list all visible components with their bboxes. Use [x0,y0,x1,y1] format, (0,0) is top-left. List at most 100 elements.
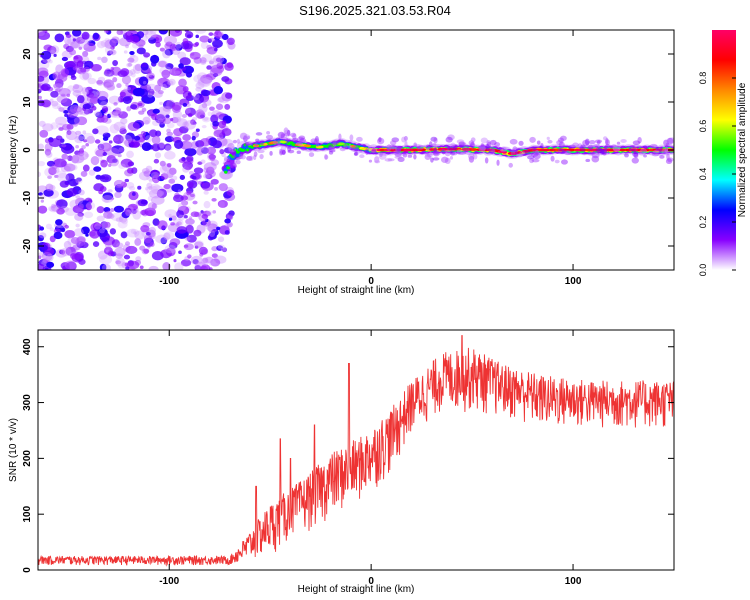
noise-dot [75,195,80,199]
noise-dot [75,130,82,136]
noise-dot [192,200,198,205]
noise-dot [220,247,227,252]
noise-dot [94,222,101,230]
noise-dot [93,111,100,116]
halo-dot [458,151,467,155]
halo-dot [585,158,591,163]
noise-dot [38,263,45,270]
noise-dot [201,54,213,63]
noise-dot [125,266,130,270]
noise-dot [61,143,67,148]
halo-dot [238,153,244,160]
noise-dot [77,68,87,75]
halo-dot [394,155,403,159]
noise-dot [112,76,118,83]
noise-dot [201,124,207,129]
noise-dot [130,104,138,110]
noise-dot [126,106,132,112]
halo-dot [432,149,440,157]
halo-dot [637,136,642,144]
noise-dot [214,186,218,191]
noise-dot [202,218,211,227]
halo-dot [560,135,567,141]
halo-dot [659,155,665,159]
snr-y-tick-label: 0 [22,567,33,573]
noise-dot [163,231,175,240]
noise-dot [184,107,197,117]
noise-dot [162,105,172,112]
halo-dot [515,153,523,158]
noise-dot [158,60,167,68]
noise-dot [58,88,71,97]
halo-dot [599,148,605,155]
noise-dot [71,155,80,164]
noise-dot [204,256,214,264]
noise-dot [99,100,108,109]
halo-dot [240,154,246,160]
noise-dot [45,253,54,262]
noise-dot [140,130,147,136]
noise-dot [93,166,102,172]
noise-dot [215,57,222,62]
noise-dot [125,245,138,254]
noise-dot [110,212,124,222]
noise-dot [115,257,125,267]
halo-dot [227,161,236,168]
spectrogram-y-tick-label: -20 [22,238,33,253]
noise-dot [215,112,225,119]
noise-dot [116,30,124,35]
halo-dot [332,140,337,148]
halo-dot [413,142,417,148]
halo-dot [279,149,286,155]
halo-dot [433,147,437,153]
noise-dot [182,134,192,142]
signal-blob [239,148,246,152]
noise-dot [63,163,76,172]
halo-dot [308,152,315,157]
noise-dot [78,46,83,50]
noise-dot [164,150,176,160]
noise-dot [173,194,184,203]
noise-dot [38,30,45,37]
halo-dot [444,149,451,157]
noise-dot [112,60,119,67]
noise-dot [143,234,153,244]
signal-core [561,148,569,152]
noise-dot [147,72,153,77]
noise-dot [219,57,227,65]
noise-dot [178,214,185,221]
noise-dot [162,49,171,59]
noise-dot [209,67,223,77]
signal-blob [233,148,238,152]
noise-dot [82,50,89,57]
noise-dot [38,205,48,214]
signal-core [470,148,478,151]
halo-dot [433,137,438,144]
noise-dot [79,39,90,49]
noise-dot [158,141,165,149]
noise-dot [212,55,225,64]
halo-dot [486,141,492,149]
halo-dot [313,138,320,145]
halo-dot [402,153,408,158]
noise-dot [171,116,179,124]
noise-dot [70,252,77,260]
noise-dot [162,262,171,270]
noise-dot [117,260,125,269]
noise-dot [128,140,141,148]
noise-dot [110,45,115,50]
noise-dot [224,218,231,224]
noise-dot [175,41,182,49]
noise-dot [63,36,72,45]
noise-dot [82,171,87,176]
halo-dot [468,152,475,160]
noise-dot [71,164,78,171]
noise-dot [190,255,203,265]
signal-core [315,145,324,149]
noise-dot [159,160,166,167]
noise-dot [147,245,151,249]
halo-dot [529,136,536,143]
snr-y-label: SNR (10 * v/v) [8,418,19,482]
halo-dot [652,149,661,154]
halo-dot [287,145,292,152]
